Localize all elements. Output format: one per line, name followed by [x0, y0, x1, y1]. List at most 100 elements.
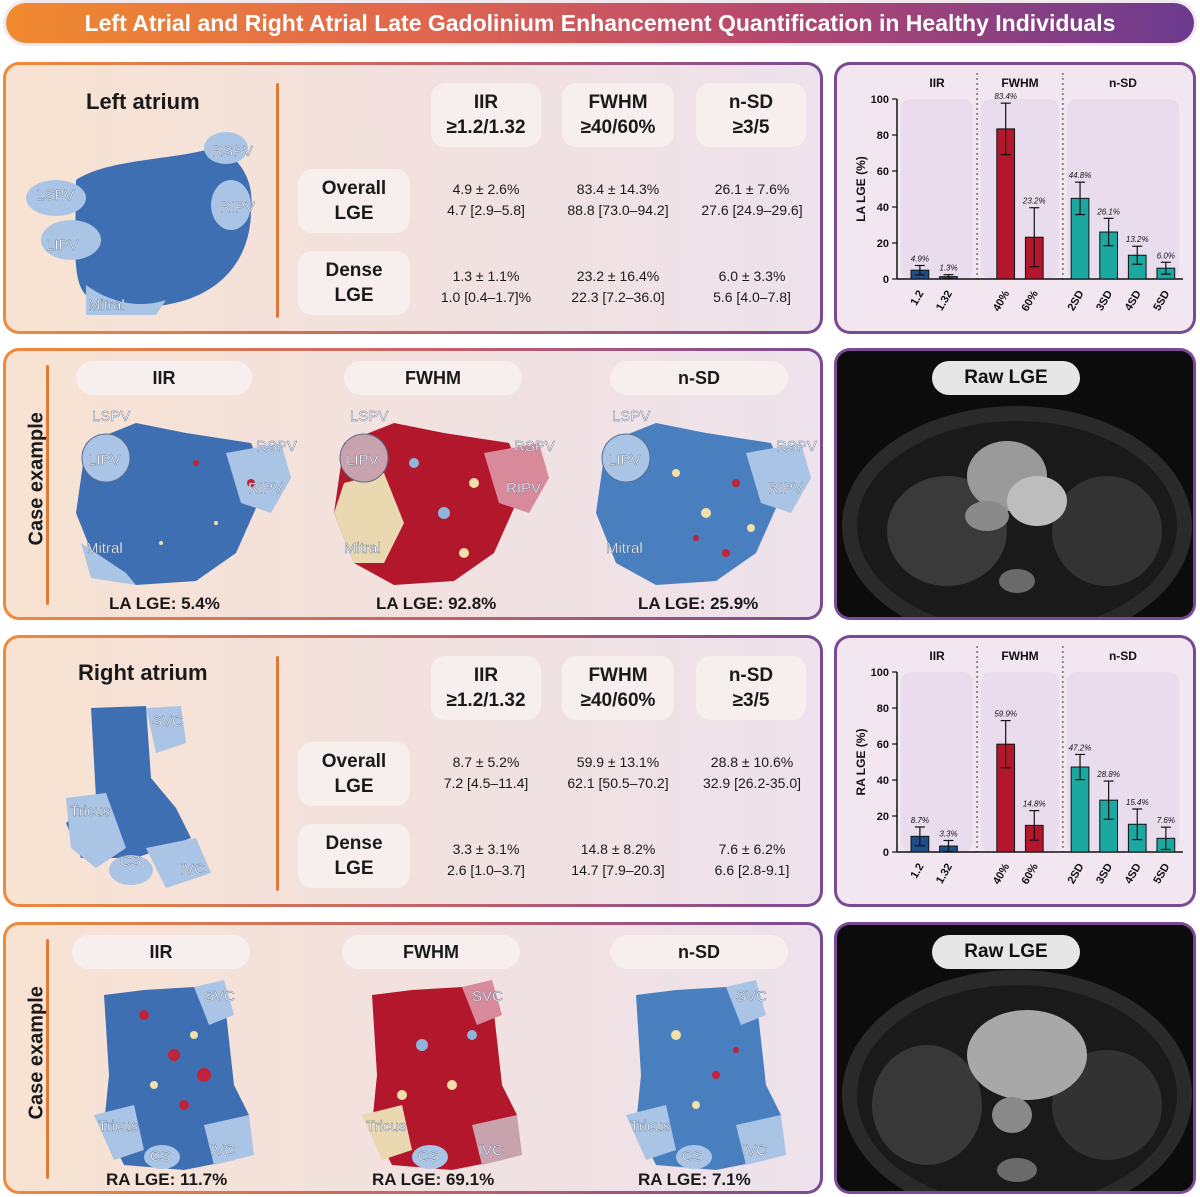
- ra-chart-category-label: 5SD: [1151, 861, 1172, 886]
- la-chart-y-tick-label: 20: [877, 238, 889, 250]
- ra-dense-fwhm-mean: 14.8 ± 8.2%: [580, 841, 656, 857]
- la-bar-chart: IIR FWHM n-SD 0 20 40 60 80 100 LA LGE (%) 4.9% 1.2…: [854, 73, 1183, 314]
- la-case-iir-label-ripv: RIPV: [248, 480, 283, 497]
- ra-chart-value-label: 15.4%: [1126, 798, 1149, 807]
- ra-summary-panel: Right atrium SVC Tricus CS IVC IIR ≥1.2/…: [3, 635, 823, 907]
- ra-method-fwhm: FWHM ≥40/60%: [562, 656, 674, 720]
- la-chart-value-label: 83.4%: [994, 92, 1017, 101]
- la-case-model-fwhm: LSPV RSPV LIPV RIPV Mitral: [334, 408, 555, 585]
- la-overall-nsd-median: 27.6 [24.9–29.6]: [701, 202, 803, 218]
- la-case-fwhm-label-rspv: RSPV: [514, 438, 555, 455]
- la-method-iir: IIR ≥1.2/1.32: [431, 83, 541, 147]
- la-chart-y-tick-label: 60: [877, 166, 889, 178]
- la-overall-nsd: 26.1 ± 7.6% 27.6 [24.9–29.6]: [677, 179, 827, 221]
- ra-case-nsd-label-tricus: Tricus: [630, 1118, 670, 1135]
- ra-overall-fwhm-median: 62.1 [50.5–70.2]: [567, 775, 669, 791]
- ra-chart-category-label: 60%: [1019, 861, 1041, 886]
- la-chart-category-label: 5SD: [1151, 288, 1172, 313]
- la-row-dense-l1: Dense: [325, 260, 383, 281]
- la-chart-y-tick-label: 0: [883, 274, 889, 286]
- ra-dense-nsd: 7.6 ± 6.2% 6.6 [2.8-9.1]: [677, 839, 827, 881]
- la-method-fwhm: FWHM ≥40/60%: [562, 83, 674, 147]
- ra-case-result-iir: RA LGE: 11.7%: [106, 1170, 228, 1189]
- la-chart-group-bg: [901, 99, 974, 279]
- la-divider: [276, 83, 279, 318]
- la-row-overall-l1: Overall: [321, 178, 387, 199]
- la-row-dense: Dense LGE: [298, 251, 410, 315]
- la-title: Left atrium: [86, 89, 200, 114]
- ra-row-dense: Dense LGE: [298, 824, 410, 888]
- la-case-iir-label-lipv: LIPV: [88, 452, 121, 469]
- la-chart-value-label: 1.3%: [939, 264, 957, 273]
- la-case-fwhm-label-mitral: Mitral: [344, 540, 381, 557]
- la-overall-iir-median: 4.7 [2.9–5.8]: [447, 202, 525, 218]
- ra-method-nsd-threshold: ≥3/5: [732, 690, 770, 711]
- la-chart-y-label: LA LGE (%): [854, 156, 868, 222]
- ra-chart-value-label: 14.8%: [1023, 800, 1046, 809]
- la-chart-category-label: 1.2: [908, 289, 926, 308]
- ra-raw-lge-label: Raw LGE: [932, 935, 1080, 969]
- la-dense-nsd-median: 5.6 [4.0–7.8]: [713, 289, 791, 305]
- la-method-fwhm-threshold: ≥40/60%: [580, 117, 656, 138]
- ra-dense-iir: 3.3 ± 3.1% 2.6 [1.0–3.7]: [411, 839, 561, 881]
- ra-case-iir-label-tricus: Tricus: [98, 1118, 138, 1135]
- ra-label-ivc: IVC: [180, 861, 205, 878]
- la-chart-value-label: 23.2%: [1022, 197, 1046, 206]
- ra-method-iir-name: IIR: [473, 665, 499, 686]
- ra-overall-fwhm-mean: 59.9 ± 13.1%: [576, 754, 660, 770]
- la-method-nsd-name: n-SD: [728, 92, 774, 113]
- la-overall-iir: 4.9 ± 2.6% 4.7 [2.9–5.8]: [411, 179, 561, 221]
- la-raw-lge-panel: Raw LGE: [834, 348, 1196, 620]
- la-method-nsd-threshold: ≥3/5: [732, 117, 770, 138]
- la-case-nsd-label-rspv: RSPV: [776, 438, 817, 455]
- ra-chart-category-label: 40%: [991, 861, 1013, 886]
- ra-method-nsd-name: n-SD: [728, 665, 774, 686]
- ra-case-panel: Case example IIR FWHM n-SD SVC Tricus CS…: [3, 922, 823, 1194]
- ra-method-fwhm-threshold: ≥40/60%: [580, 690, 656, 711]
- ra-dense-iir-mean: 3.3 ± 3.1%: [452, 841, 520, 857]
- ra-case-model-fwhm: SVC Tricus CS IVC: [362, 980, 522, 1170]
- ra-label-tricus: Tricus: [70, 803, 110, 820]
- ra-case-divider: [46, 939, 49, 1179]
- ra-dense-fwhm-median: 14.7 [7.9–20.3]: [571, 862, 665, 878]
- ra-chart-y-tick-label: 80: [877, 703, 889, 715]
- la-overall-fwhm-median: 88.8 [73.0–94.2]: [567, 202, 669, 218]
- la-chart-category-label: 3SD: [1094, 288, 1115, 313]
- la-chart-value-label: 13.2%: [1126, 235, 1149, 244]
- ra-dense-nsd-median: 6.6 [2.8-9.1]: [714, 862, 790, 878]
- ra-divider: [276, 656, 279, 891]
- ra-case-iir-label-svc: SVC: [204, 988, 235, 1005]
- ra-case-result-fwhm: RA LGE: 69.1%: [372, 1170, 495, 1189]
- ra-chart-y-tick-label: 40: [877, 775, 889, 787]
- ra-case-fwhm-label-tricus: Tricus: [366, 1118, 406, 1135]
- ra-case-nsd-label-svc: SVC: [736, 988, 767, 1005]
- ra-row-overall: Overall LGE: [298, 742, 410, 806]
- ra-case-method-nsd: n-SD: [610, 935, 788, 969]
- la-case-method-fwhm: FWHM: [344, 361, 522, 395]
- ra-case-nsd-label-cs: CS: [682, 1148, 703, 1165]
- la-label-rspv: RSPV: [212, 143, 253, 160]
- la-raw-lge-label: Raw LGE: [932, 361, 1080, 395]
- la-dense-nsd-mean: 6.0 ± 3.3%: [718, 268, 786, 284]
- la-case-iir-label-lspv: LSPV: [92, 408, 130, 425]
- ra-bar-chart: IIR FWHM n-SD 0 20 40 60 80 100 RA LGE (%) 8.7% 1.2…: [854, 646, 1183, 887]
- ra-chart-group-bg: [901, 672, 974, 852]
- ra-dense-iir-median: 2.6 [1.0–3.7]: [447, 862, 525, 878]
- la-case-fwhm-label-lipv: LIPV: [346, 452, 379, 469]
- ra-overall-nsd-median: 32.9 [26.2-35.0]: [702, 775, 802, 791]
- la-case-nsd-label-lipv: LIPV: [608, 452, 641, 469]
- ra-case-nsd-label-ivc: IVC: [742, 1142, 767, 1159]
- ra-method-iir-threshold: ≥1.2/1.32: [446, 690, 526, 711]
- la-chart-value-label: 26.1%: [1096, 207, 1120, 216]
- ra-method-fwhm-name: FWHM: [588, 665, 648, 686]
- ra-chart-value-label: 47.2%: [1069, 743, 1092, 752]
- la-dense-nsd: 6.0 ± 3.3% 5.6 [4.0–7.8]: [677, 266, 827, 308]
- ra-row-overall-l2: LGE: [334, 776, 374, 797]
- ra-overall-iir-mean: 8.7 ± 5.2%: [452, 754, 520, 770]
- la-case-method-nsd: n-SD: [610, 361, 788, 395]
- ra-method-nsd: n-SD ≥3/5: [696, 656, 806, 720]
- la-row-overall-l2: LGE: [334, 203, 374, 224]
- la-chart-y-tick-label: 80: [877, 130, 889, 142]
- ra-chart-group-title: FWHM: [1001, 649, 1038, 663]
- la-chart-value-label: 6.0%: [1157, 251, 1175, 260]
